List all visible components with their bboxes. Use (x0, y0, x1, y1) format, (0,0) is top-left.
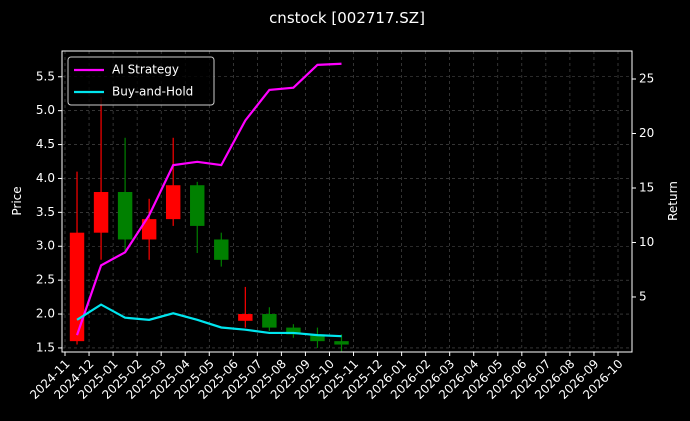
y2-tick-label: 20 (639, 126, 654, 140)
y-tick-label: 3.0 (36, 239, 55, 253)
legend-box (67, 56, 215, 106)
candle-body (69, 232, 85, 342)
y2-tick-label: 15 (639, 180, 654, 194)
plot-frame (61, 50, 633, 353)
candle-body (190, 185, 205, 226)
y2-tick-label: 10 (639, 235, 654, 249)
legend-label: Buy-and-Hold (112, 85, 193, 99)
line-series (75, 62, 342, 336)
y2-axis-label: Return (666, 181, 680, 221)
y-tick-label: 2.0 (36, 307, 55, 321)
candle-body (286, 327, 301, 335)
candle-body (262, 314, 277, 328)
candle-body (141, 219, 157, 240)
line-series (76, 303, 342, 338)
candle-body (165, 185, 181, 220)
y-tick-label: 4.5 (36, 137, 55, 151)
y-tick-label: 1.5 (36, 340, 55, 354)
legend: AI Strategy Buy-and-Hold (67, 56, 215, 106)
candle-body (310, 334, 325, 342)
y-tick-label: 3.5 (36, 205, 55, 219)
candle-body (214, 239, 229, 260)
candle-body (93, 192, 109, 233)
legend-label: AI Strategy (112, 63, 179, 77)
candle-body (117, 192, 133, 240)
y2-tick-label: 5 (639, 289, 647, 303)
y2-tick-label: 25 (639, 72, 654, 86)
chart-title: cnstock [002717.SZ] (269, 9, 425, 27)
y-axis-label: Price (10, 186, 24, 215)
candle-body (334, 341, 349, 345)
y-tick-label: 5.5 (36, 69, 55, 83)
y-tick-label: 2.5 (36, 273, 55, 287)
y-tick-label: 5.0 (36, 103, 55, 117)
y-tick-label: 4.0 (36, 171, 55, 185)
candle-body (238, 314, 253, 321)
